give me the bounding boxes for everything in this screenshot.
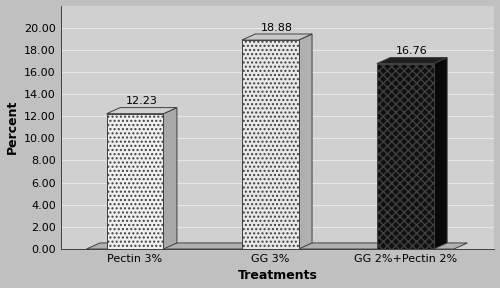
- Polygon shape: [164, 108, 177, 249]
- Text: 12.23: 12.23: [126, 96, 158, 107]
- Text: 18.88: 18.88: [261, 23, 293, 33]
- Polygon shape: [106, 114, 164, 249]
- Polygon shape: [377, 64, 434, 249]
- Polygon shape: [242, 40, 298, 249]
- Polygon shape: [242, 34, 312, 40]
- Polygon shape: [86, 243, 468, 249]
- Polygon shape: [434, 58, 447, 249]
- Y-axis label: Percent: Percent: [6, 100, 18, 154]
- Polygon shape: [298, 34, 312, 249]
- Polygon shape: [106, 108, 177, 114]
- Polygon shape: [377, 58, 447, 64]
- Text: 16.76: 16.76: [396, 46, 428, 56]
- X-axis label: Treatments: Treatments: [238, 270, 318, 283]
